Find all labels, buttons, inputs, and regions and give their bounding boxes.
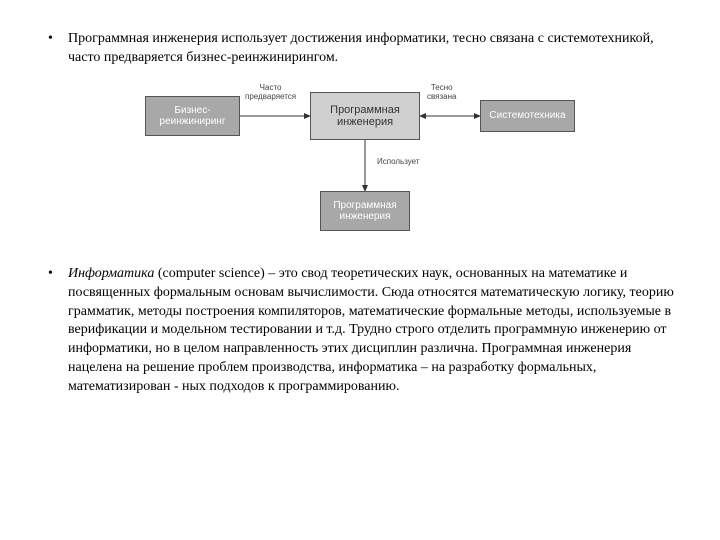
- node-bottom: Программнаяинженерия: [320, 191, 410, 231]
- bullet-2-text: (computer science) – это свод теоретичес…: [68, 266, 674, 394]
- bullet-2-lead: Информатика: [68, 266, 154, 281]
- bullet-1: Программная инженерия использует достиже…: [40, 30, 680, 68]
- node-left: Бизнес-реинжиниринг: [145, 96, 240, 136]
- relations-diagram: Бизнес-реинжиниринг Программнаяинженерия С…: [145, 86, 575, 241]
- edge-label-e2: Тесносвязана: [427, 84, 456, 102]
- bullet-2: Информатика (computer science) – это сво…: [40, 265, 680, 397]
- node-center: Программнаяинженерия: [310, 92, 420, 140]
- edge-label-e3: Использует: [377, 158, 420, 167]
- edge-label-e1: Частопредваряется: [245, 84, 296, 102]
- node-right: Системотехника: [480, 100, 575, 132]
- bullet-1-text: Программная инженерия использует достиже…: [68, 31, 654, 65]
